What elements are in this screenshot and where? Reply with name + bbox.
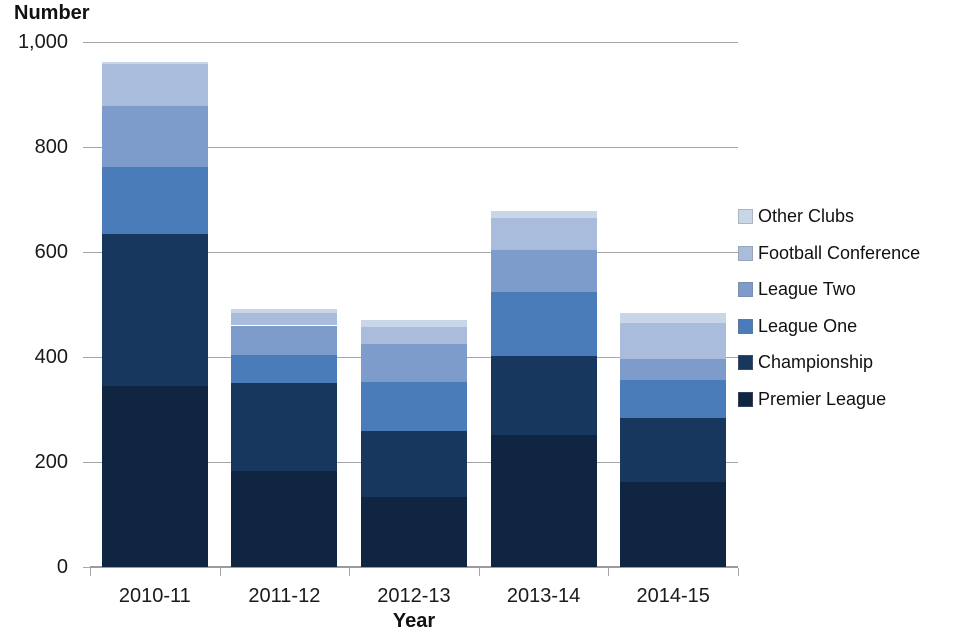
bar-segment bbox=[231, 309, 338, 314]
legend-swatch-icon bbox=[738, 282, 753, 297]
bar-segment bbox=[490, 250, 597, 292]
bar-segment bbox=[231, 313, 338, 326]
bar-segment bbox=[620, 380, 727, 419]
y-axis-tick-label: 400 bbox=[34, 346, 68, 368]
x-axis-category-label: 2012-13 bbox=[377, 585, 451, 607]
y-axis-tick bbox=[83, 252, 90, 253]
x-axis-tick bbox=[219, 568, 221, 576]
gridline bbox=[90, 147, 738, 148]
bar-segment bbox=[231, 382, 338, 472]
y-axis-tick bbox=[83, 357, 90, 358]
x-axis-category-label: 2011-12 bbox=[248, 585, 321, 607]
bar-segment bbox=[361, 320, 467, 327]
legend-label: Premier League bbox=[758, 388, 887, 409]
legend-label: Football Conference bbox=[758, 242, 921, 263]
x-axis-title: Year bbox=[392, 610, 436, 632]
gridline bbox=[90, 42, 738, 43]
bar-segment bbox=[101, 233, 208, 386]
bar-segment bbox=[101, 64, 208, 106]
bar-segment bbox=[490, 217, 597, 251]
bar-segment bbox=[620, 322, 727, 359]
bar-segment bbox=[231, 471, 338, 567]
legend-swatch-icon bbox=[738, 318, 753, 334]
legend-label: Championship bbox=[758, 352, 874, 372]
legend-swatch-icon bbox=[738, 209, 753, 224]
bar-segment bbox=[620, 358, 727, 381]
bar-segment bbox=[101, 385, 208, 567]
bar-segment bbox=[361, 431, 467, 498]
y-axis-tick-label: 200 bbox=[34, 451, 68, 473]
bar-segment bbox=[361, 326, 467, 344]
y-axis-tick-label: 600 bbox=[34, 241, 68, 263]
y-axis-tick bbox=[83, 462, 90, 463]
y-axis-tick bbox=[83, 567, 90, 568]
x-axis-category-label: 2014-15 bbox=[636, 585, 710, 607]
legend-swatch-icon bbox=[738, 245, 753, 261]
x-axis-tick bbox=[349, 568, 351, 576]
bar-segment bbox=[490, 434, 597, 567]
gridline bbox=[90, 252, 738, 253]
bar-segment bbox=[361, 497, 467, 567]
legend-swatch-icon bbox=[738, 391, 753, 407]
x-axis-tick bbox=[478, 568, 480, 576]
bar-segment bbox=[620, 313, 727, 323]
y-axis-tick-label: 1,000 bbox=[17, 31, 68, 53]
legend-item: League Two bbox=[738, 279, 856, 300]
legend-item: Football Conference bbox=[738, 243, 920, 264]
x-axis-line bbox=[90, 566, 738, 568]
bar-segment bbox=[101, 61, 208, 65]
bar-segment bbox=[620, 481, 727, 567]
bar-segment bbox=[361, 382, 467, 431]
bar-segment bbox=[620, 418, 727, 482]
x-axis-tick bbox=[608, 568, 610, 576]
legend-label: Other Clubs bbox=[758, 206, 855, 226]
bar-segment bbox=[231, 355, 338, 383]
bar-segment bbox=[101, 105, 208, 167]
x-axis-category-label: 2010-11 bbox=[118, 585, 191, 607]
legend-item: Other Clubs bbox=[738, 206, 854, 227]
y-axis-tick-label: 800 bbox=[34, 136, 68, 158]
x-axis-tick bbox=[90, 568, 91, 576]
legend-item: Premier League bbox=[738, 389, 886, 410]
legend-item: Championship bbox=[738, 352, 873, 373]
bar-segment bbox=[231, 325, 338, 356]
y-axis-tick bbox=[83, 42, 90, 43]
bar-segment bbox=[361, 343, 467, 383]
x-axis-tick bbox=[738, 568, 739, 576]
bar-segment bbox=[490, 210, 597, 218]
legend-item: League One bbox=[738, 316, 857, 337]
y-axis-tick bbox=[83, 147, 90, 148]
x-axis-category-label: 2013-14 bbox=[506, 585, 581, 607]
y-axis-tick-label: 0 bbox=[56, 556, 68, 578]
bar-segment bbox=[490, 291, 597, 357]
y-axis-title: Number bbox=[14, 2, 90, 24]
bar-segment bbox=[490, 356, 597, 435]
legend-swatch-icon bbox=[738, 355, 753, 370]
legend-label: League One bbox=[758, 315, 858, 336]
legend-label: League Two bbox=[758, 279, 856, 299]
bar-segment bbox=[101, 166, 208, 234]
